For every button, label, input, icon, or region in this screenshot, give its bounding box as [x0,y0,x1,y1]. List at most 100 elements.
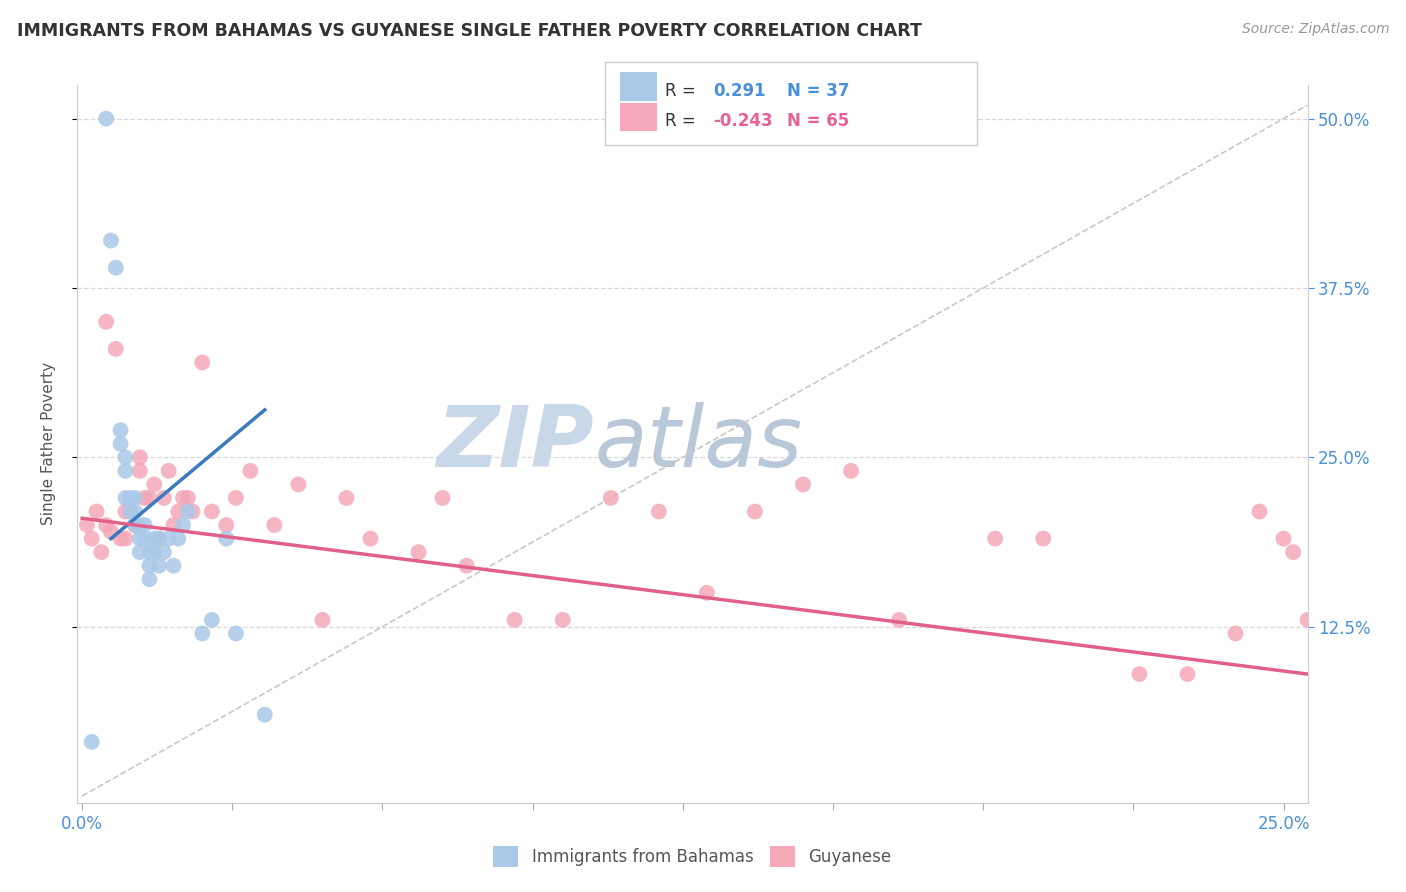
Point [839,464,862,478]
Point [1368,707,1391,722]
Point [138,491,160,505]
Point [253,707,276,722]
Point [96,112,118,126]
Point [162,558,184,573]
Point [359,532,381,546]
Point [1032,532,1054,546]
Point [143,532,166,546]
Point [124,504,146,518]
Point [1320,613,1343,627]
Point [172,491,194,505]
Text: R =: R = [665,112,702,130]
Point [215,518,238,533]
Point [792,477,814,491]
Point [128,545,150,559]
Text: -0.243: -0.243 [713,112,772,130]
Point [114,450,136,465]
Point [128,464,150,478]
Point [138,572,160,586]
Point [177,504,200,518]
Point [239,464,262,478]
Point [90,545,112,559]
Point [114,491,136,505]
Point [432,491,454,505]
Point [148,532,170,546]
Point [114,532,136,546]
Point [191,355,214,369]
Point [134,491,156,505]
Point [134,518,156,533]
Point [1225,626,1247,640]
Point [456,558,478,573]
Point [311,613,333,627]
Point [153,491,176,505]
Point [1272,532,1295,546]
Point [177,491,200,505]
Point [157,464,180,478]
Point [148,558,170,573]
Point [104,260,127,275]
Text: IMMIGRANTS FROM BAHAMAS VS GUYANESE SINGLE FATHER POVERTY CORRELATION CHART: IMMIGRANTS FROM BAHAMAS VS GUYANESE SING… [17,22,922,40]
Point [134,532,156,546]
Point [138,558,160,573]
Point [96,315,118,329]
Point [104,342,127,356]
Point [110,423,132,437]
Text: N = 65: N = 65 [787,112,849,130]
Text: R =: R = [665,82,702,100]
Point [162,518,184,533]
Point [120,504,142,518]
Point [1177,667,1199,681]
Point [648,504,671,518]
Point [120,504,142,518]
Point [887,613,910,627]
Point [215,532,238,546]
Text: 0.291: 0.291 [713,82,765,100]
Point [1296,613,1319,627]
Point [1282,545,1305,559]
Point [157,532,180,546]
Point [128,518,150,533]
Point [110,437,132,451]
Point [503,613,526,627]
Point [287,477,309,491]
Point [143,545,166,559]
Point [143,477,166,491]
Point [128,450,150,465]
Point [124,518,146,533]
Point [408,545,430,559]
Point [100,234,122,248]
Y-axis label: Single Father Poverty: Single Father Poverty [42,362,56,525]
Point [138,545,160,559]
Point [76,518,98,533]
Text: ZIP: ZIP [436,402,595,485]
Text: atlas: atlas [595,402,801,485]
Point [100,524,122,539]
Point [551,613,574,627]
Point [225,626,247,640]
Point [172,518,194,533]
Point [1249,504,1271,518]
Point [335,491,357,505]
Point [167,504,190,518]
Point [984,532,1007,546]
Point [80,735,103,749]
Point [153,545,176,559]
Point [114,504,136,518]
Point [124,491,146,505]
Point [114,464,136,478]
Point [696,586,718,600]
Point [599,491,621,505]
Text: Source: ZipAtlas.com: Source: ZipAtlas.com [1241,22,1389,37]
Point [124,518,146,533]
Point [148,532,170,546]
Point [1128,667,1150,681]
Point [263,518,285,533]
Point [120,491,142,505]
Point [128,532,150,546]
Point [191,626,214,640]
Point [225,491,247,505]
Point [80,532,103,546]
Text: N = 37: N = 37 [787,82,849,100]
Point [96,518,118,533]
